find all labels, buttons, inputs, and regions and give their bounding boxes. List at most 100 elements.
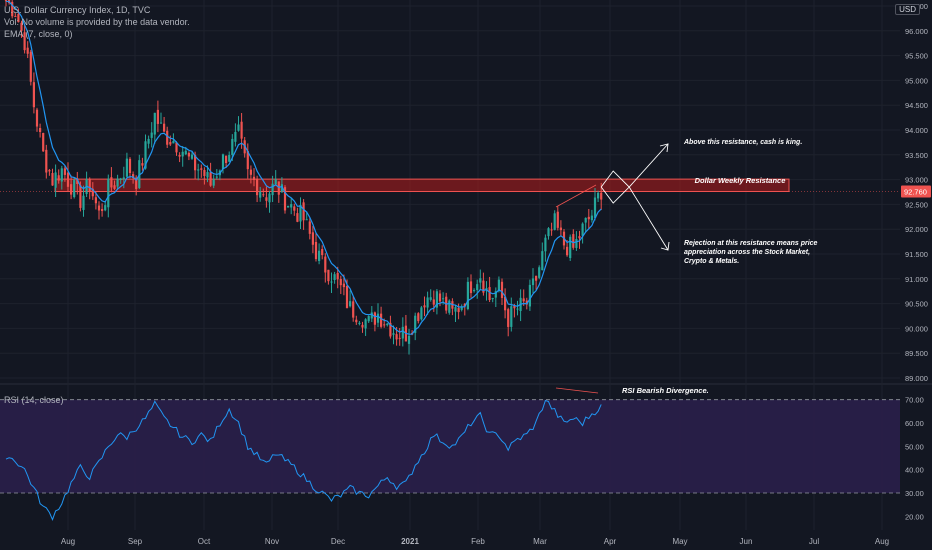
- candle-body: [14, 16, 17, 18]
- candle-body: [206, 172, 209, 178]
- candle-body: [333, 274, 336, 281]
- candle-body: [500, 281, 504, 299]
- x-tick-label: Aug: [875, 537, 889, 546]
- candle-body: [345, 285, 349, 308]
- last-price-badge: [901, 185, 931, 198]
- candle-body: [454, 307, 457, 312]
- x-tick-label: Mar: [533, 537, 547, 546]
- candle-body: [597, 192, 600, 199]
- above-resistance-note: Above this resistance, cash is king.: [683, 139, 802, 146]
- candle-body: [104, 205, 107, 211]
- candle-body: [293, 206, 296, 211]
- candle-body: [153, 112, 156, 135]
- candle-body: [572, 234, 575, 248]
- candle-body: [569, 236, 572, 259]
- candle-body: [277, 181, 280, 195]
- candle-body: [516, 308, 519, 310]
- candle-body: [327, 269, 330, 282]
- candle-body: [73, 179, 76, 198]
- candle-body: [265, 197, 268, 201]
- candle-body: [280, 184, 283, 193]
- y-tick-label: 89.000: [905, 374, 928, 383]
- candle-body: [79, 185, 82, 208]
- candle-body: [373, 312, 376, 325]
- candle-body: [45, 149, 48, 173]
- y-tick-label: 94.000: [905, 126, 928, 135]
- rsi-divergence-line: [555, 387, 599, 394]
- rsi-legend[interactable]: RSI (14, close): [4, 395, 64, 405]
- rsi-tick-label: 40.00: [905, 466, 924, 475]
- candle-body: [314, 241, 318, 260]
- bear-arrow-line: [628, 186, 669, 251]
- x-tick-label: Apr: [604, 537, 617, 546]
- candle-body: [116, 178, 119, 187]
- rsi-divergence-label: RSI Bearish Divergence.: [622, 386, 709, 395]
- candle-body: [438, 293, 442, 302]
- candle-body: [541, 251, 544, 271]
- x-tick-label: Oct: [198, 537, 211, 546]
- ema-line: [5, 0, 602, 335]
- candle-body: [457, 307, 460, 313]
- candle-body: [228, 154, 231, 162]
- candle-body: [389, 322, 392, 337]
- candle-body: [181, 151, 184, 157]
- candle-body: [63, 168, 66, 175]
- rsi-band: [0, 399, 900, 493]
- rsi-tick-label: 20.00: [905, 512, 924, 521]
- candle-body: [395, 334, 398, 340]
- x-tick-label: Feb: [471, 537, 485, 546]
- candle-body: [287, 205, 290, 208]
- candle-body: [125, 158, 128, 177]
- candle-body: [553, 213, 556, 230]
- candle-body: [283, 187, 287, 211]
- candle-body: [513, 305, 516, 309]
- candle-body: [51, 173, 54, 186]
- candle-body: [435, 291, 438, 308]
- candle-body: [29, 51, 32, 82]
- candle-body: [190, 154, 194, 159]
- candle-body: [101, 209, 104, 211]
- x-tick-label: Dec: [331, 537, 345, 546]
- candle-body: [296, 213, 299, 222]
- candle-body: [476, 284, 479, 291]
- candle-body: [268, 193, 271, 203]
- candle-body: [370, 312, 373, 319]
- candle-body: [600, 192, 603, 200]
- rejection-note-line: Crypto & Metals.: [684, 258, 739, 265]
- currency-badge[interactable]: USD: [895, 4, 920, 15]
- candle-body: [54, 172, 57, 188]
- candle-body: [497, 279, 500, 291]
- ema-legend[interactable]: EMA (7, close, 0): [4, 29, 73, 39]
- resistance-zone: [54, 178, 790, 193]
- candle-body: [147, 138, 150, 144]
- candle-body: [299, 205, 302, 222]
- candle-body: [203, 169, 206, 177]
- candle-body: [321, 248, 324, 256]
- rsi-tick-label: 70.00: [905, 396, 924, 405]
- candle-body: [510, 306, 513, 327]
- candle-body: [550, 229, 553, 231]
- candle-body: [166, 130, 169, 145]
- candle-body: [479, 278, 482, 283]
- candle-body: [91, 188, 94, 197]
- y-tick-label: 93.000: [905, 176, 928, 185]
- x-tick-label: May: [672, 537, 687, 546]
- rsi-tick-label: 50.00: [905, 442, 924, 451]
- y-tick-label: 90.500: [905, 300, 928, 309]
- candle-body: [494, 291, 497, 298]
- candle-body: [426, 297, 429, 308]
- candle-body: [113, 185, 116, 189]
- candle-body: [135, 177, 138, 189]
- candle-body: [17, 13, 20, 23]
- candle-body: [39, 128, 42, 132]
- candle-body: [535, 275, 538, 281]
- resistance-label: Dollar Weekly Resistance: [695, 176, 786, 185]
- candle-body: [420, 307, 423, 320]
- candle-body: [593, 197, 597, 218]
- candle-body: [590, 215, 593, 221]
- candle-body: [383, 324, 386, 326]
- candle-body: [215, 176, 218, 178]
- candle-body: [414, 315, 417, 333]
- x-tick-label: Jun: [740, 537, 753, 546]
